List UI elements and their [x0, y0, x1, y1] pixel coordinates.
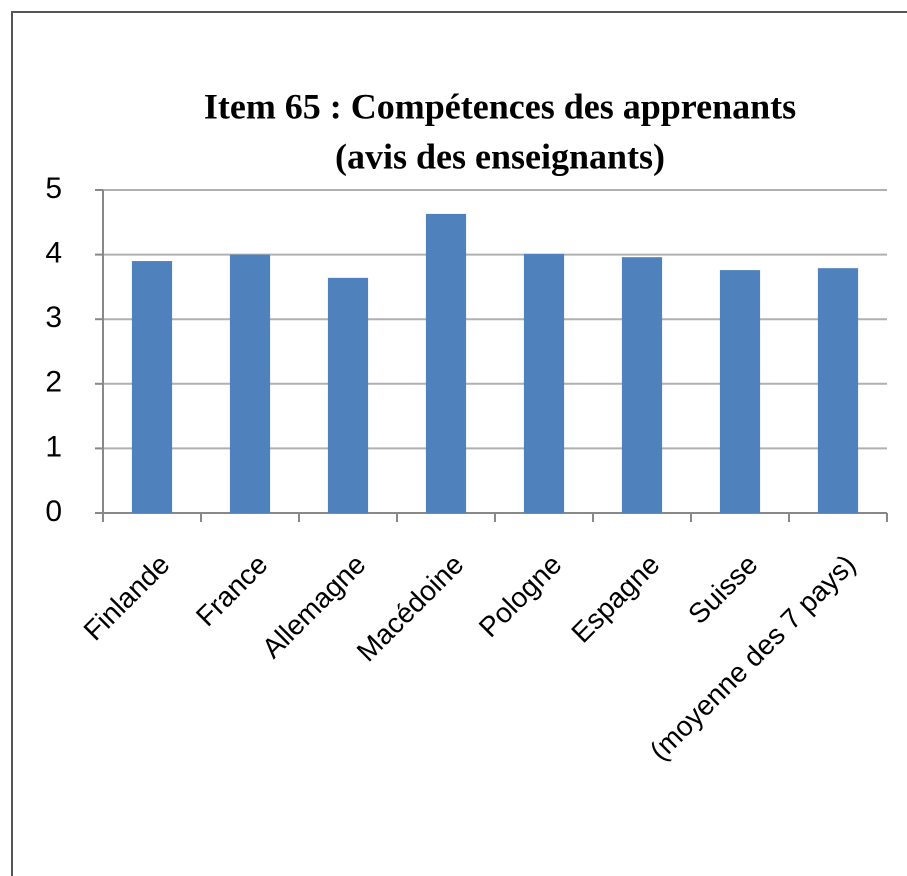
y-tick-label: 1: [45, 430, 62, 463]
y-tick-label: 2: [45, 366, 62, 399]
bar: [327, 277, 369, 513]
bar: [229, 254, 271, 513]
bar: [131, 261, 173, 513]
x-tick-label: Espagne: [565, 549, 665, 649]
y-tick-label: 5: [45, 172, 62, 205]
chart-title: (avis des enseignants): [335, 136, 665, 176]
x-tick-label: Finlande: [78, 549, 176, 647]
bar: [621, 257, 663, 513]
frame: [11, 11, 907, 876]
bar: [719, 270, 761, 513]
x-tick-label: Suisse: [682, 549, 763, 630]
x-tick-label: Macédoine: [351, 549, 470, 668]
x-tick-label: France: [190, 549, 274, 633]
bar: [523, 253, 565, 514]
y-tick-label: 4: [45, 237, 62, 270]
y-tick-label: 0: [45, 495, 62, 528]
chart-title: Item 65 : Compétences des apprenants: [204, 86, 796, 126]
x-tick-label: Pologne: [473, 549, 568, 644]
bar: [425, 213, 467, 514]
bar: [817, 268, 859, 513]
y-tick-label: 3: [45, 301, 62, 334]
